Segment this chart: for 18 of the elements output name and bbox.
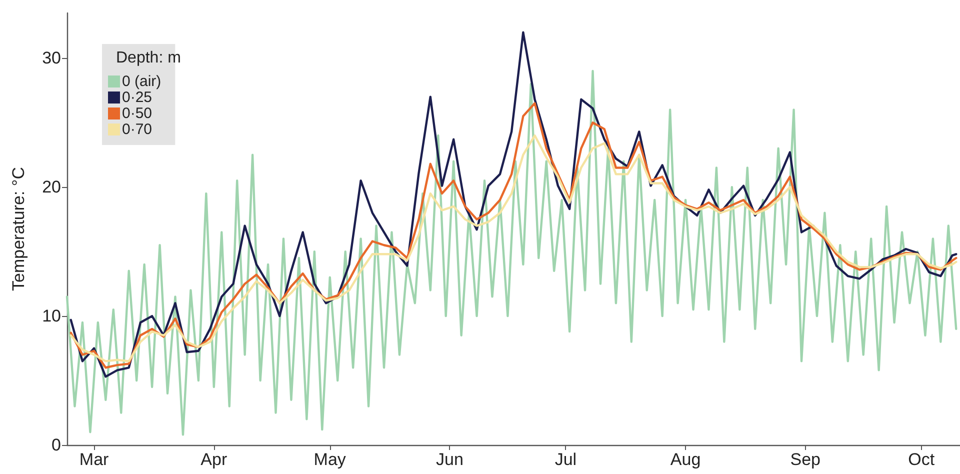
y-axis-title: Temperature: °C (9, 167, 28, 291)
legend-label: 0·50 (122, 105, 152, 122)
legend-title: Depth: m (116, 50, 181, 66)
legend-label: 0·25 (122, 89, 152, 106)
x-tick-label: Sep (790, 450, 820, 469)
x-tick-label: Oct (908, 450, 935, 469)
x-tick-label: Jul (554, 450, 577, 469)
legend-label: 0·70 (122, 121, 152, 138)
y-tick-label: 10 (42, 306, 61, 326)
y-tick-label: 30 (42, 48, 61, 68)
x-tick-label: Aug (670, 450, 701, 469)
x-tick-label: Mar (79, 450, 110, 469)
y-tick-label: 0 (52, 436, 61, 454)
y-tick-label: 20 (42, 178, 61, 197)
x-tick-label: May (314, 450, 346, 469)
x-tick-label: Apr (200, 450, 228, 469)
x-tick-label: Jun (436, 450, 464, 469)
legend-label: 0 (air) (122, 73, 162, 90)
